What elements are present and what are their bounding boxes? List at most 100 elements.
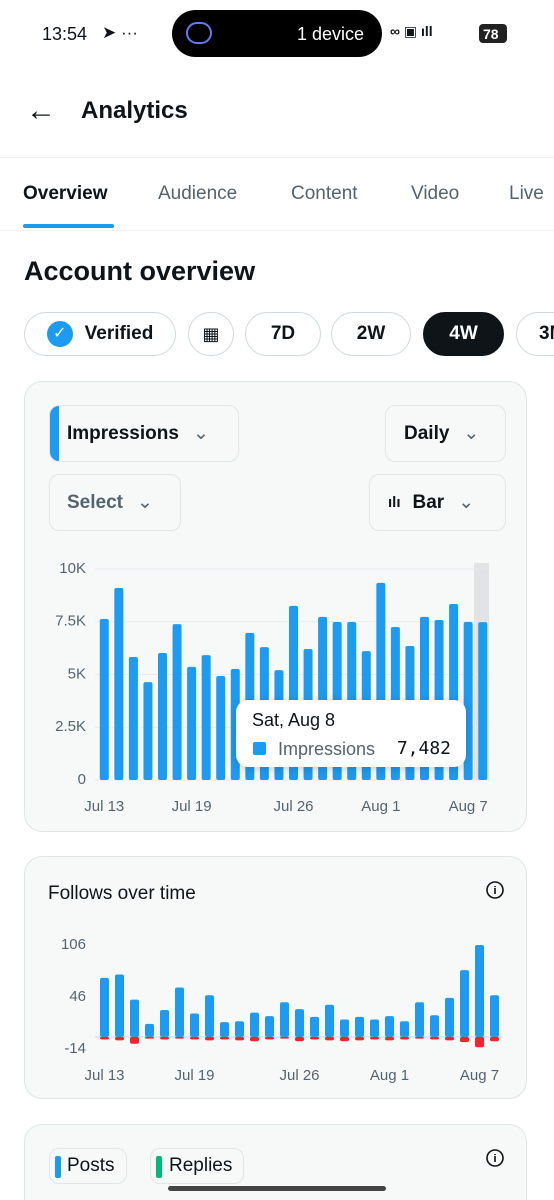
legend-label: Posts [67, 1155, 115, 1176]
range-chip[interactable]: 2W [331, 312, 411, 356]
dropdown-label: Bar [412, 491, 445, 513]
range-chip[interactable]: 7D [245, 312, 321, 356]
bar [205, 1036, 214, 1041]
tooltip: Sat, Aug 8 Impressions 7,482 [236, 700, 466, 767]
island-text: 1 device [297, 24, 365, 44]
tab[interactable]: Live [509, 183, 544, 204]
bar [220, 1022, 229, 1037]
bar [220, 1036, 229, 1040]
bar [460, 970, 469, 1037]
select-dropdown[interactable]: Select ⌄ [49, 474, 181, 531]
legend-chip[interactable]: Replies [150, 1148, 244, 1184]
section-title: Account overview [24, 256, 256, 286]
y-tick-label: 0 [78, 771, 86, 788]
bar [201, 655, 211, 780]
island-icon [186, 22, 212, 44]
x-tick-label: Aug 1 [361, 798, 400, 815]
range-chip[interactable]: 3M [516, 312, 554, 356]
tab[interactable]: Audience [158, 183, 238, 204]
calendar-chip[interactable]: ▦ [188, 312, 234, 356]
bar [265, 1036, 274, 1040]
x-tick-label: Jul 19 [174, 1067, 214, 1084]
bar [280, 1036, 289, 1039]
info-glyph: i [493, 885, 496, 897]
bar [175, 987, 184, 1037]
bar [430, 1015, 439, 1037]
chip-label: Verified [84, 323, 154, 344]
x-tick-label: Jul 13 [84, 798, 124, 815]
bar [160, 1036, 169, 1040]
bar [190, 1013, 199, 1037]
bar [385, 1036, 394, 1041]
bar [160, 1010, 169, 1037]
x-tick-label: Jul 26 [273, 798, 313, 815]
bar [310, 1036, 319, 1040]
bar [445, 997, 454, 1037]
bar [325, 1004, 334, 1037]
network-icons: ∞ ▣ ıll [390, 23, 433, 39]
metric-color [50, 406, 59, 461]
bar [475, 1036, 484, 1048]
bar [370, 1036, 379, 1040]
bar [490, 1036, 499, 1042]
battery-level: 78 [483, 26, 499, 42]
bar [310, 1016, 319, 1037]
verified-icon: ✓ [46, 321, 73, 347]
chart-title: Follows over time [48, 883, 196, 904]
bar [145, 1023, 154, 1037]
y-tick-label: -14 [64, 1040, 86, 1057]
range-chip-selected[interactable]: 4W [423, 312, 504, 356]
bar [128, 656, 138, 780]
bar [216, 675, 226, 780]
y-tick-label: 2.5K [55, 718, 86, 735]
bar [205, 995, 214, 1037]
bar [145, 1036, 154, 1039]
x-tick-label: Aug 1 [370, 1067, 409, 1084]
tab[interactable]: Content [291, 183, 358, 204]
bar [175, 1036, 184, 1039]
status-icons: ➤ ··· [102, 23, 138, 42]
dropdown-label: Daily [404, 422, 450, 444]
tab-indicator [23, 224, 114, 228]
bar [445, 1036, 454, 1041]
metric-dropdown[interactable]: Impressions ⌄ [49, 405, 239, 462]
chart-type-dropdown[interactable]: ılı Bar ⌄ [369, 474, 506, 531]
dropdown-label: Impressions [67, 422, 179, 444]
verified-chip[interactable]: ✓ Verified [24, 312, 176, 356]
divider [0, 230, 554, 231]
bar [250, 1012, 259, 1037]
tab[interactable]: Overview [23, 183, 108, 204]
bar [295, 1009, 304, 1037]
bar [355, 1016, 364, 1037]
y-tick-label: 106 [61, 936, 86, 953]
bar [490, 995, 499, 1037]
bar [187, 666, 197, 780]
home-indicator [168, 1186, 386, 1191]
tab[interactable]: Video [411, 183, 460, 204]
bar [158, 652, 167, 780]
info-icon[interactable] [486, 1149, 504, 1167]
bar [478, 622, 488, 780]
info-icon[interactable] [486, 881, 504, 899]
battery [479, 24, 507, 43]
bar [115, 974, 124, 1037]
bar [143, 682, 153, 780]
legend-label: Replies [169, 1155, 233, 1176]
bar [235, 1036, 244, 1041]
interval-dropdown[interactable]: Daily ⌄ [385, 405, 506, 462]
bar [325, 1036, 334, 1041]
bar [355, 1036, 364, 1041]
dropdown-label: Select [67, 491, 123, 513]
tooltip-series: Impressions [278, 739, 376, 759]
bar [100, 977, 109, 1037]
back-button[interactable]: ← [26, 94, 56, 127]
bar [385, 1016, 394, 1037]
legend-chip[interactable]: Posts [49, 1148, 127, 1184]
bar [115, 1036, 124, 1041]
bar [114, 587, 124, 780]
bar [415, 1002, 424, 1037]
bar [415, 1036, 424, 1039]
bar [475, 945, 484, 1037]
bar [172, 624, 182, 780]
